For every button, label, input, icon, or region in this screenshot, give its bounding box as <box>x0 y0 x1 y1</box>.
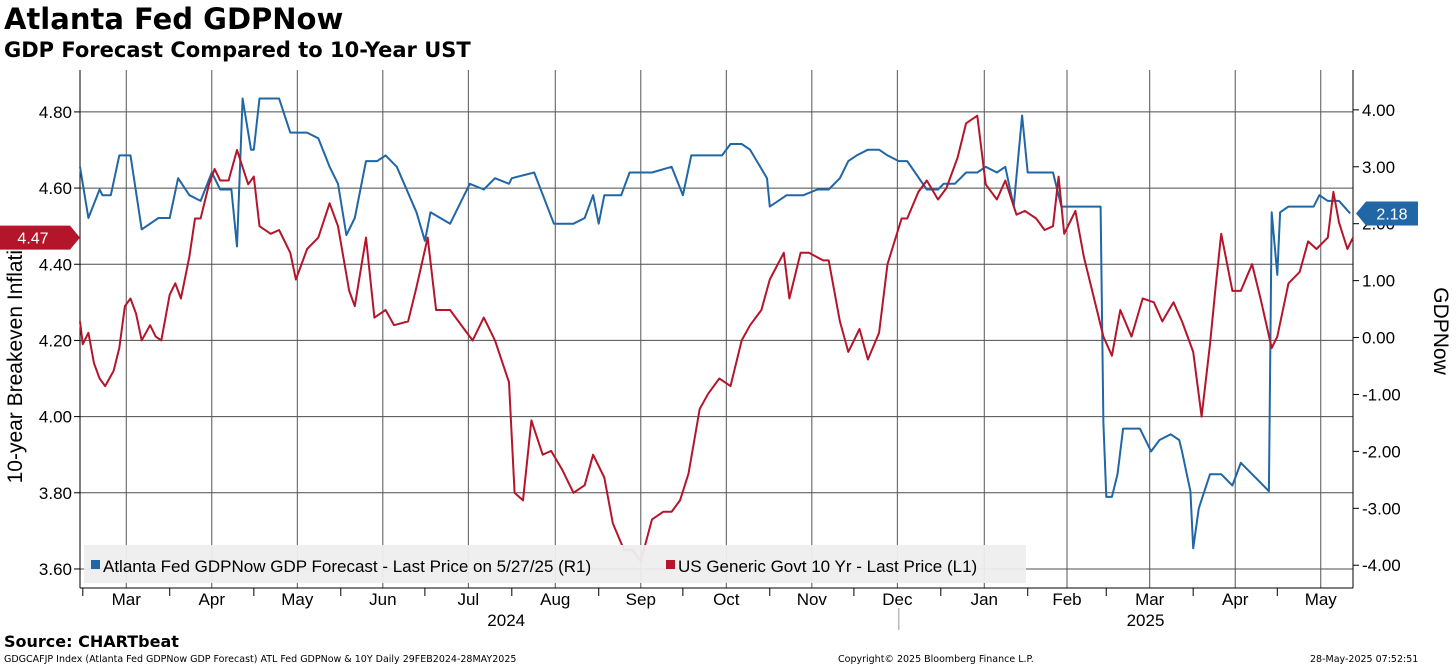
year-label: 2024 <box>487 611 525 630</box>
month-label: Aug <box>540 590 570 609</box>
left-tick-label: 4.60 <box>39 179 72 198</box>
legend: Atlanta Fed GDPNow GDP Forecast - Last P… <box>84 545 1026 583</box>
right-tick-label: 1.00 <box>1362 272 1395 291</box>
right-tick-label: 4.00 <box>1362 101 1395 120</box>
month-label: Sep <box>626 590 656 609</box>
month-label: Feb <box>1052 590 1081 609</box>
month-label: May <box>1305 590 1338 609</box>
month-label: Apr <box>1222 590 1249 609</box>
left-tick-label: 3.60 <box>39 560 72 579</box>
timestamp: 28-May-2025 07:52:51 <box>1310 654 1419 665</box>
left-tick-label: 4.00 <box>39 408 72 427</box>
left-last-value: 4.47 <box>17 231 48 248</box>
right-axis-title: GDPNow <box>1429 287 1452 375</box>
right-tick-label: 3.00 <box>1362 158 1395 177</box>
legend-swatch-ust <box>666 560 675 569</box>
left-tick-label: 4.80 <box>39 103 72 122</box>
month-label: Dec <box>882 590 913 609</box>
right-tick-label: -3.00 <box>1362 499 1401 518</box>
month-label: Jun <box>369 590 396 609</box>
month-label: Nov <box>797 590 828 609</box>
index-description: GDGCAFJP Index (Atlanta Fed GDPNow GDP F… <box>4 654 517 665</box>
legend-swatch-gdpnow <box>91 560 100 569</box>
left-tick-label: 4.20 <box>39 331 72 350</box>
right-tick-label: -4.00 <box>1362 556 1401 575</box>
last-value-tags: 4.47 2.18 <box>0 201 1418 250</box>
month-label: Jan <box>971 590 998 609</box>
month-label: Oct <box>713 590 740 609</box>
month-label: Apr <box>199 590 226 609</box>
left-axis-title: 10-year Breakeven Inflation <box>4 227 27 484</box>
left-last-value-tag <box>0 225 80 250</box>
right-tick-label: -1.00 <box>1362 385 1401 404</box>
gdpnow-line <box>79 97 1351 550</box>
legend-label-gdpnow: Atlanta Fed GDPNow GDP Forecast - Last P… <box>103 557 591 576</box>
chart-title: Atlanta Fed GDPNow <box>4 2 344 36</box>
year-label: 2025 <box>1127 611 1165 630</box>
month-label: Mar <box>1135 590 1165 609</box>
right-tick-label: 0.00 <box>1362 329 1395 348</box>
right-last-value-tag <box>1356 201 1418 226</box>
copyright-note: Copyright© 2025 Bloomberg Finance L.P. <box>838 654 1034 665</box>
grid-lines <box>80 70 1353 588</box>
right-tick-label: -2.00 <box>1362 442 1401 461</box>
ust-10yr-line <box>79 114 1354 563</box>
legend-box <box>84 545 1026 583</box>
month-label: Mar <box>112 590 142 609</box>
chart-canvas: 4.804.604.404.204.003.803.604.003.002.00… <box>0 70 1452 630</box>
month-label: May <box>281 590 314 609</box>
left-tick-label: 3.80 <box>39 484 72 503</box>
month-label: Jul <box>457 590 479 609</box>
chart-subtitle: GDP Forecast Compared to 10-Year UST <box>4 38 471 62</box>
axes: 4.804.604.404.204.003.803.604.003.002.00… <box>4 70 1452 630</box>
legend-label-ust: US Generic Govt 10 Yr - Last Price (L1) <box>678 557 977 576</box>
right-last-value: 2.18 <box>1376 206 1407 223</box>
left-tick-label: 4.40 <box>39 255 72 274</box>
series-lines <box>79 97 1354 563</box>
source-note: Source: CHARTbeat <box>4 632 179 651</box>
